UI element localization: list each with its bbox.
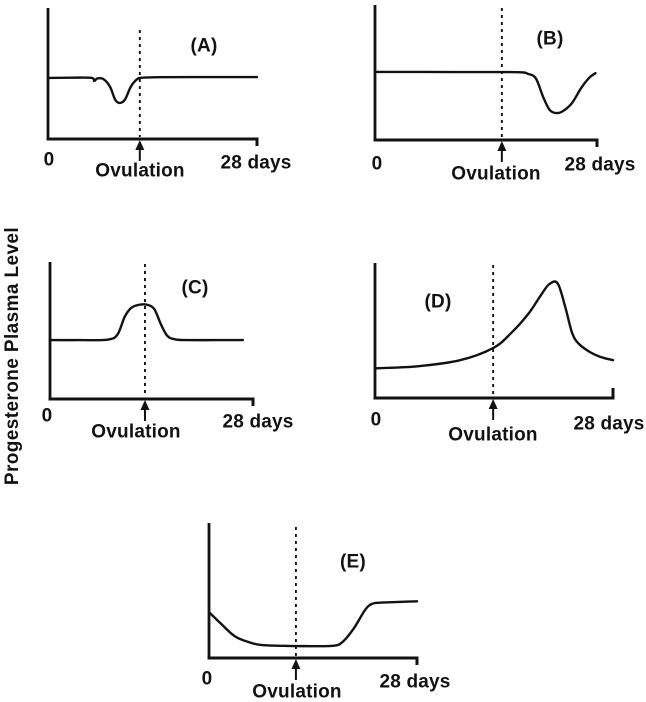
panel-e-title: (E) [340,551,366,573]
panel-c-x-axis [48,397,255,406]
panel-c-x-min-label: 0 [41,405,53,427]
panel-e-x-min-label: 0 [201,668,213,690]
panel-c-ovulation-arrow-icon [140,400,150,421]
panel-d-curve [373,280,615,370]
panel-d-title: (D) [424,291,452,313]
panel-c-ovulation-label: Ovulation [91,421,181,443]
panel-a-curve [46,75,259,105]
panel-c-plot [48,262,255,421]
panel-d-x-axis [373,388,615,400]
panel-b-x-max-label: 28 days [564,154,636,176]
panel-a-ovulation-arrow-icon [135,140,145,161]
panel-b-curve [373,70,597,115]
panel-c-curve [48,303,245,342]
panel-e-ovulation-arrow-icon [291,659,301,680]
panel-e-curve [207,600,419,648]
panel-e-plot [207,523,419,680]
panel-c-x-max-label: 28 days [222,411,294,433]
panel-a-x-axis [46,137,259,146]
panel-b-x-axis [373,138,599,147]
panel-e-x-max-label: 28 days [379,671,451,693]
panel-a-plot [46,8,259,161]
panel-c-title: (C) [181,277,209,299]
panel-d-x-max-label: 28 days [573,413,645,435]
panel-d-ovulation-label: Ovulation [448,424,538,446]
panel-a-ovulation-label: Ovulation [95,160,185,182]
panel-b-plot [373,5,599,162]
panel-d-plot [373,263,615,420]
panel-e-x-axis [207,656,419,665]
panel-b-x-min-label: 0 [371,153,383,175]
panel-a-title: (A) [190,35,218,57]
panel-d-ovulation-arrow-icon [488,399,498,420]
panel-b-ovulation-arrow-icon [497,141,507,162]
panel-a-x-min-label: 0 [43,149,55,171]
panel-b-title: (B) [536,28,564,50]
panel-d-x-min-label: 0 [370,409,382,431]
panel-a-x-max-label: 28 days [220,152,292,174]
panel-e-ovulation-label: Ovulation [252,681,342,702]
panel-b-ovulation-label: Ovulation [451,163,541,185]
